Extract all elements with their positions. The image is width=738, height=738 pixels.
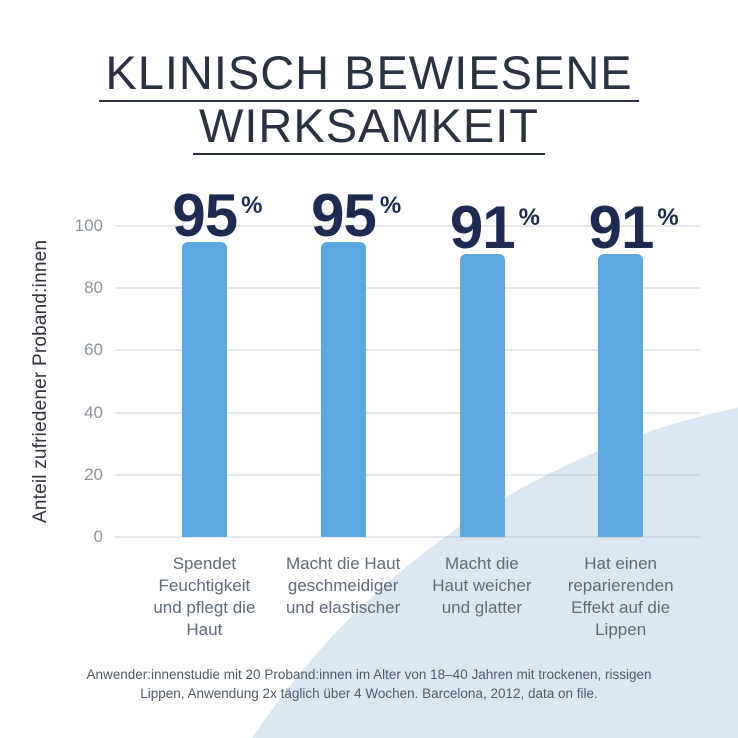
footnote-line-2: Lippen, Anwendung 2x täglich über 4 Woch… — [140, 686, 598, 701]
percent-sign: % — [241, 191, 263, 219]
y-tick-label-0: 0 — [93, 527, 103, 546]
title-line-1: KLINISCH BEWIESENE — [0, 49, 738, 102]
title-text-2: WIRKSAMKEIT — [192, 102, 546, 155]
percent-sign: % — [657, 204, 679, 231]
study-footnote: Anwender:innenstudie mit 20 Proband:inne… — [40, 665, 698, 703]
gridline-60 — [115, 349, 700, 352]
y-tick-label-80: 80 — [84, 278, 103, 298]
title-line-2: WIRKSAMKEIT — [0, 102, 738, 155]
gridline-20 — [115, 473, 700, 476]
category-label-1: Spendet Feuchtigkeit und pflegt die Haut — [153, 554, 256, 639]
bar-value-label-2: 95% — [274, 185, 413, 246]
gridline-0 — [115, 536, 700, 538]
footnote-line-1: Anwender:innenstudie mit 20 Proband:inne… — [86, 667, 652, 682]
value-number: 91 — [588, 194, 655, 261]
bar-4 — [598, 254, 644, 537]
bar-column-3: 91% Macht die Haut weicher und glatter — [413, 198, 552, 618]
value-number: 91 — [449, 194, 516, 261]
bar-value-label-1: 95% — [135, 185, 274, 246]
bar-value-label-4: 91% — [551, 198, 690, 258]
y-tick-label-20: 20 — [84, 464, 103, 484]
bar-1 — [182, 241, 227, 537]
category-label-3: Macht die Haut weicher und glatter — [432, 554, 532, 617]
bar-2 — [320, 241, 366, 537]
category-label-2: Macht die Haut geschmeidiger und elastis… — [285, 554, 401, 617]
page-title: KLINISCH BEWIESENE WIRKSAMKEIT — [0, 49, 738, 155]
title-text-1: KLINISCH BEWIESENE — [99, 49, 639, 102]
bar-column-2: 95% Macht die Haut geschmeidiger und elas… — [274, 185, 413, 617]
bar-column-4: 91% Hat einen reparierenden Effekt auf di… — [551, 198, 690, 640]
percent-sign: % — [379, 191, 402, 219]
bar-3 — [459, 254, 505, 537]
category-label-4: Hat einen reparierenden Effekt auf die L… — [567, 554, 674, 639]
y-tick-label-100: 100 — [74, 216, 103, 235]
plot-area: 0 20 40 60 80 100 95% Spendet Feuchtigkeit und … — [75, 185, 700, 640]
bar-column-1: 95% Spendet Feuchtigkeit und pflegt die H… — [135, 185, 274, 639]
percent-sign: % — [518, 204, 540, 231]
gridline-40 — [115, 411, 700, 414]
value-number: 95 — [172, 181, 238, 249]
gridline-100 — [115, 225, 700, 227]
gridline-80 — [115, 287, 700, 290]
y-tick-label-60: 60 — [84, 340, 103, 360]
value-number: 95 — [311, 181, 377, 249]
bar-value-label-3: 91% — [413, 198, 552, 258]
y-tick-label-40: 40 — [84, 402, 103, 422]
